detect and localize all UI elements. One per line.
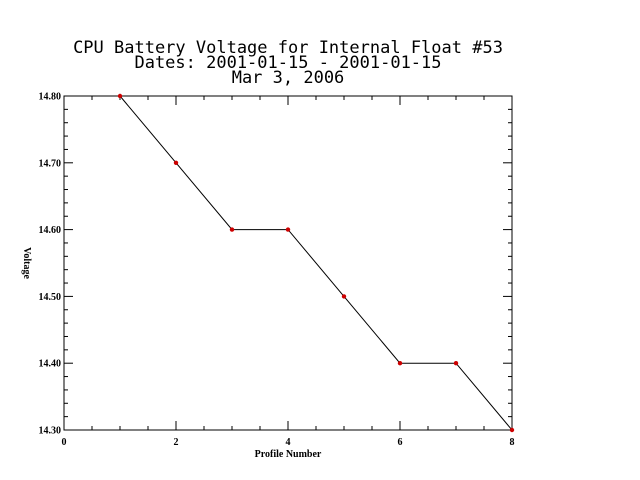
series-layer bbox=[117, 93, 515, 433]
y-axis-label: Voltage bbox=[21, 247, 32, 279]
x-tick-label: 2 bbox=[174, 437, 179, 448]
x-tick-label: 8 bbox=[510, 437, 515, 448]
data-point bbox=[285, 227, 291, 232]
data-point bbox=[509, 427, 515, 433]
y-tick-label: 14.60 bbox=[39, 225, 62, 236]
data-point bbox=[341, 294, 347, 299]
y-tick-label: 14.40 bbox=[39, 359, 62, 370]
x-tick-label: 6 bbox=[398, 437, 403, 448]
y-tick-label: 14.30 bbox=[39, 426, 62, 437]
chart-title-line-3: Mar 3, 2006 bbox=[232, 68, 345, 88]
x-tick-label: 0 bbox=[62, 437, 67, 448]
data-point bbox=[453, 361, 459, 366]
axis-ticks: 0 2 4 6 8 14.30 14.40 14.50 14.60 14.70 14.80 bbox=[39, 92, 515, 449]
y-tick-label: 14.80 bbox=[39, 92, 62, 103]
y-tick-label: 14.50 bbox=[39, 292, 62, 303]
data-point bbox=[173, 160, 179, 165]
series-line bbox=[119, 95, 513, 431]
data-point bbox=[229, 227, 235, 232]
plot-frame bbox=[63, 95, 513, 431]
chart-title-line-1: CPU Battery Voltage for Internal Float #… bbox=[73, 38, 503, 58]
y-tick-label: 14.70 bbox=[39, 158, 62, 169]
x-tick-label: 4 bbox=[286, 437, 291, 448]
x-axis-label: Profile Number bbox=[255, 449, 322, 460]
data-point bbox=[397, 361, 403, 366]
data-point bbox=[117, 93, 123, 99]
chart-title-line-2: Dates: 2001-01-15 - 2001-01-15 bbox=[134, 53, 441, 73]
